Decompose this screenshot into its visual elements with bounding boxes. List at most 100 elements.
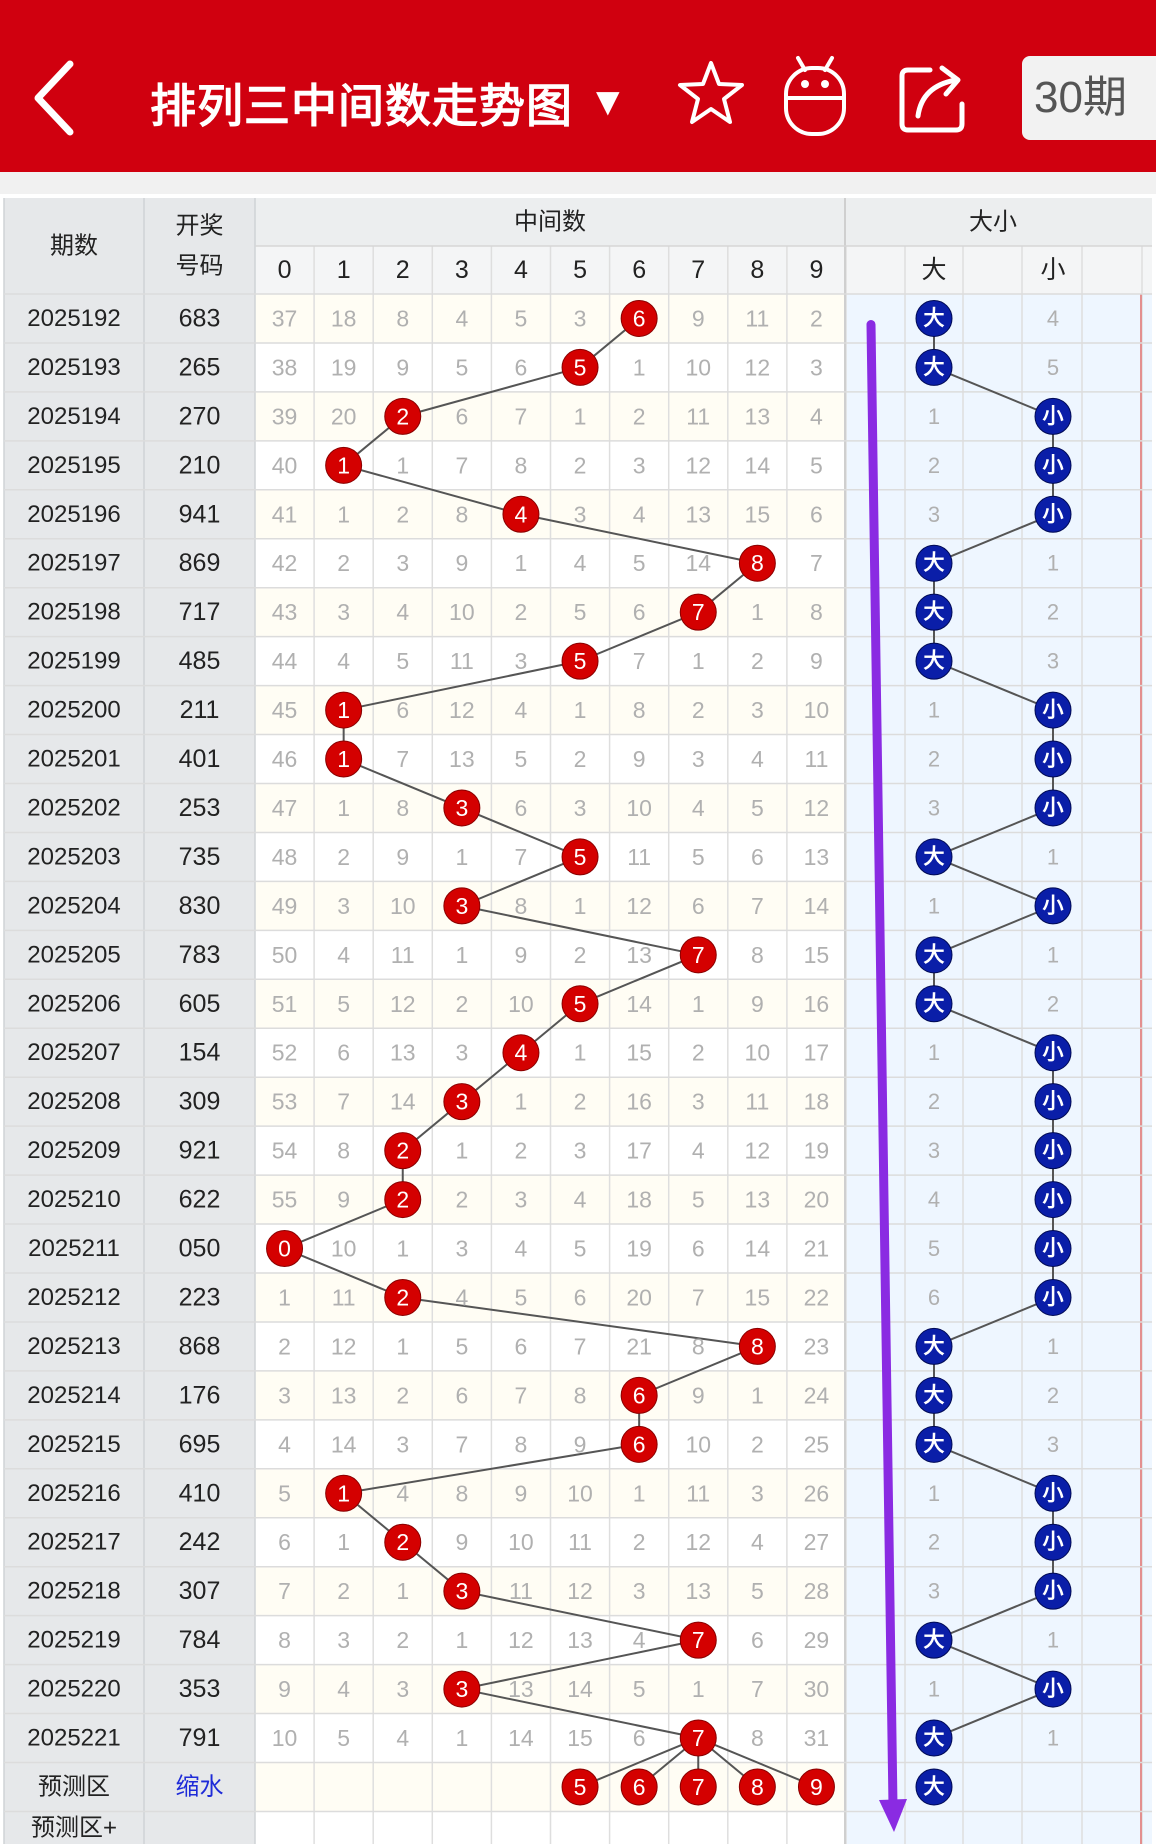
bs-miss-count: 1 bbox=[928, 1677, 940, 1702]
share-icon[interactable] bbox=[896, 62, 970, 136]
miss-count-cell: 4 bbox=[633, 1627, 646, 1653]
period-cell: 2025212 bbox=[27, 1284, 120, 1311]
hit-ball-number: 0 bbox=[278, 1236, 291, 1262]
bs-row-bg bbox=[845, 881, 1152, 931]
row-label-bg bbox=[4, 783, 255, 833]
miss-count-cell: 27 bbox=[804, 1529, 830, 1555]
hit-ball bbox=[384, 1278, 422, 1316]
bs-miss-count: 3 bbox=[928, 1138, 940, 1163]
miss-count-cell: 45 bbox=[272, 697, 298, 723]
miss-count-cell: 14 bbox=[390, 1089, 416, 1115]
period-cell: 2025194 bbox=[27, 403, 120, 430]
miss-count-cell: 11 bbox=[568, 1529, 592, 1555]
miss-count-cell: 9 bbox=[515, 1480, 528, 1506]
hit-ball-number: 5 bbox=[574, 354, 587, 380]
row-label-bg bbox=[4, 685, 255, 735]
header-small: 小 bbox=[1040, 256, 1065, 284]
period-select[interactable]: 30期 bbox=[1022, 56, 1156, 140]
bs-ball-label: 小 bbox=[1043, 1286, 1064, 1309]
miss-count-cell: 20 bbox=[331, 403, 357, 429]
period-cell: 2025205 bbox=[27, 941, 120, 968]
bs-ball-label: 大 bbox=[924, 1384, 945, 1407]
small-ball bbox=[1034, 495, 1072, 533]
miss-count-cell: 4 bbox=[692, 795, 705, 821]
draw-number-cell: 717 bbox=[179, 598, 221, 626]
miss-count-cell: 9 bbox=[633, 746, 646, 772]
miss-count-cell: 41 bbox=[272, 501, 298, 527]
bs-ball-label: 小 bbox=[1043, 1139, 1064, 1162]
star-icon[interactable] bbox=[676, 58, 746, 128]
android-icon[interactable] bbox=[780, 52, 850, 140]
miss-count-cell: 1 bbox=[574, 1040, 587, 1066]
bs-ball-label: 大 bbox=[924, 943, 945, 966]
draw-number-cell: 941 bbox=[179, 500, 221, 528]
digit-header-3: 3 bbox=[455, 256, 469, 284]
miss-count-cell: 9 bbox=[396, 354, 409, 380]
miss-count-cell: 4 bbox=[574, 1187, 587, 1213]
prediction-shrink-link[interactable]: 缩水 bbox=[176, 1773, 224, 1800]
back-icon[interactable] bbox=[30, 58, 80, 138]
hit-ball-number: 4 bbox=[515, 501, 528, 527]
miss-count-cell: 1 bbox=[278, 1284, 291, 1310]
draw-number-cell: 265 bbox=[179, 353, 221, 381]
hit-ball-number: 5 bbox=[574, 844, 587, 870]
miss-count-cell: 2 bbox=[574, 746, 587, 772]
bs-row-bg bbox=[845, 1615, 1152, 1665]
draw-number-cell: 921 bbox=[179, 1137, 221, 1165]
bs-trend-line-segment bbox=[933, 513, 1054, 565]
miss-count-cell: 1 bbox=[515, 550, 528, 576]
draw-number-cell: 783 bbox=[179, 941, 221, 969]
trend-line-segment bbox=[520, 513, 758, 565]
miss-count-cell: 50 bbox=[272, 942, 298, 968]
miss-count-cell: 6 bbox=[455, 403, 468, 429]
miss-count-cell: 10 bbox=[272, 1725, 298, 1751]
bs-row-bg bbox=[845, 734, 1152, 784]
trend-line-segment bbox=[402, 1296, 758, 1348]
bs-miss-count: 1 bbox=[928, 893, 940, 918]
period-cell: 2025197 bbox=[27, 550, 120, 577]
miss-count-cell: 6 bbox=[455, 1382, 468, 1408]
prediction-ball bbox=[679, 1768, 717, 1806]
period-cell: 2025211 bbox=[28, 1235, 120, 1262]
miss-count-cell: 47 bbox=[272, 795, 298, 821]
miss-count-cell: 13 bbox=[331, 1382, 357, 1408]
header-bg-group bbox=[255, 198, 1152, 246]
trend-line-segment bbox=[343, 660, 581, 712]
miss-count-cell: 6 bbox=[574, 1284, 587, 1310]
miss-count-cell: 11 bbox=[805, 746, 829, 772]
miss-count-cell: 13 bbox=[449, 746, 475, 772]
bs-ball-label: 大 bbox=[924, 601, 945, 624]
small-ball bbox=[1034, 1034, 1072, 1072]
miss-count-cell: 19 bbox=[331, 354, 357, 380]
big-ball bbox=[915, 544, 953, 582]
period-cell: 2025214 bbox=[27, 1382, 120, 1409]
bs-miss-count: 1 bbox=[1047, 1726, 1059, 1751]
miss-count-cell: 7 bbox=[455, 1431, 468, 1457]
miss-count-cell: 29 bbox=[804, 1627, 830, 1653]
trend-line-segment bbox=[402, 366, 581, 418]
miss-count-cell: 7 bbox=[515, 844, 528, 870]
prediction-label: 预测区 bbox=[38, 1773, 110, 1800]
header-gap bbox=[0, 172, 1156, 194]
hit-ball-number: 6 bbox=[633, 1431, 646, 1457]
period-cell: 2025196 bbox=[27, 501, 120, 528]
bs-row-bg bbox=[845, 1419, 1152, 1469]
bs-miss-count: 1 bbox=[1047, 844, 1059, 869]
miss-count-cell: 2 bbox=[692, 1040, 705, 1066]
bs-row-bg bbox=[845, 1077, 1152, 1127]
page-title[interactable]: 排列三中间数走势图 bbox=[150, 80, 573, 132]
miss-count-cell: 1 bbox=[396, 1578, 409, 1604]
miss-count-cell: 4 bbox=[396, 599, 409, 625]
miss-count-cell: 8 bbox=[692, 1333, 705, 1359]
miss-count-cell: 1 bbox=[337, 501, 350, 527]
title-dropdown-caret[interactable]: ▼ bbox=[588, 80, 628, 124]
miss-count-cell: 2 bbox=[515, 599, 528, 625]
miss-count-cell: 4 bbox=[455, 305, 468, 331]
miss-count-cell: 13 bbox=[508, 1676, 534, 1702]
period-cell: 2025204 bbox=[27, 892, 120, 919]
miss-count-cell: 10 bbox=[685, 1431, 711, 1457]
miss-count-cell: 7 bbox=[337, 1089, 350, 1115]
bs-trend-line-segment bbox=[933, 1590, 1054, 1642]
row-label-bg bbox=[4, 587, 255, 637]
prediction-plus-label: 预测区+ bbox=[31, 1814, 117, 1841]
